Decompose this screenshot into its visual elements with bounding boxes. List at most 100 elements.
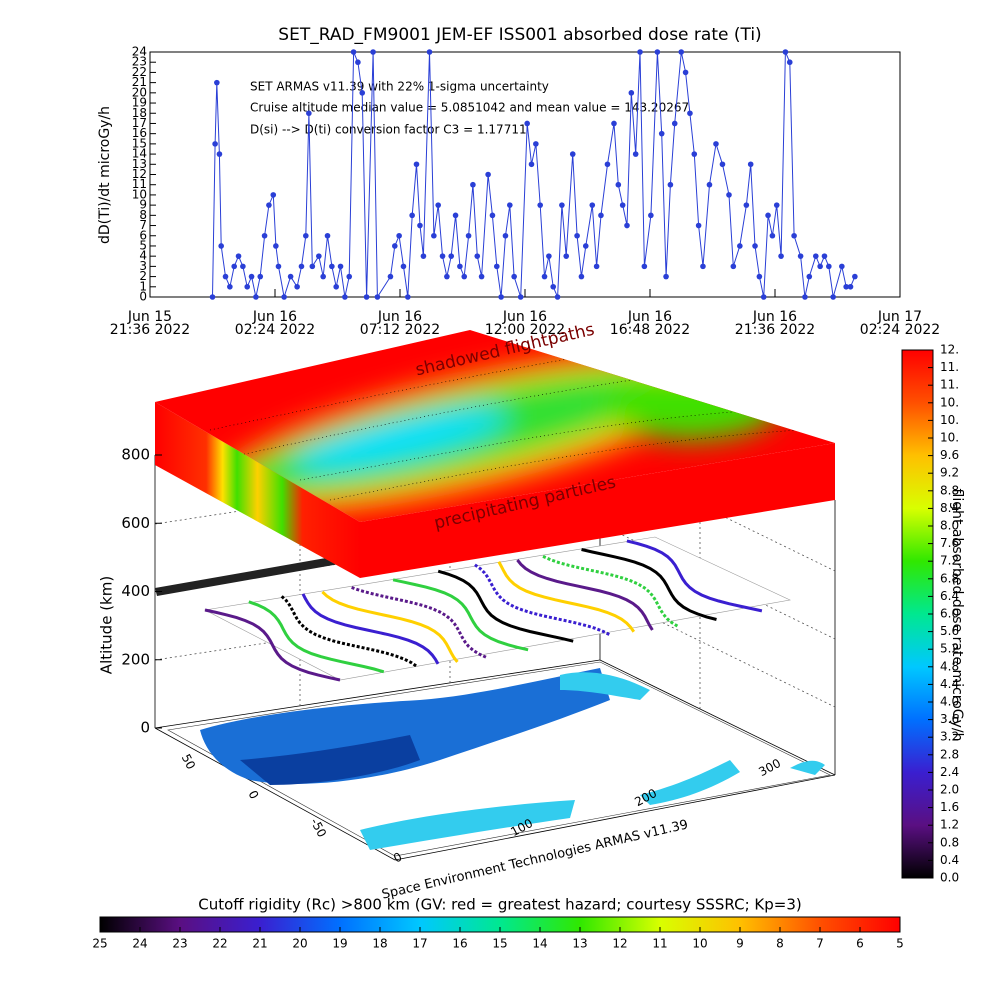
dose-point (658, 130, 665, 137)
colorbar-tick-label: 21 (252, 937, 267, 951)
z-axis-label: Altitude (km) (98, 576, 116, 674)
dose-point (363, 294, 370, 300)
chart-title: SET_RAD_FM9001 JEM-EF ISS001 absorbed do… (278, 25, 761, 45)
y-tick-label: 7 (139, 218, 147, 232)
dose-point (420, 253, 427, 259)
dose-point (405, 294, 411, 300)
x-tick-label: Jun 16 (252, 309, 297, 325)
dose-point (493, 263, 500, 270)
dose-point (275, 263, 282, 270)
y-tick-label: 24 (132, 45, 147, 59)
dose-point (306, 110, 312, 117)
colorbar-tick-label: 4.8 (940, 659, 959, 673)
dose-point (426, 49, 433, 55)
colorbar-tick-label: 23 (172, 937, 187, 951)
dose-point (812, 253, 819, 259)
dose-point (257, 273, 264, 280)
dose-point (222, 273, 229, 280)
colorbar-tick-label: 9.6 (940, 448, 959, 462)
y-tick-label: 20 (132, 85, 147, 99)
colorbar-tick-label: 7.2 (940, 554, 959, 568)
dose-point (342, 294, 348, 300)
dose-point (756, 273, 763, 280)
dose-point (387, 273, 394, 280)
scene (154, 330, 836, 861)
y-tick-label: 0 (139, 290, 147, 304)
colorbar-tick-label: 19 (332, 937, 347, 951)
colorbar-tick-label: 2.0 (940, 783, 959, 797)
colorbar-tick-label: 9 (736, 937, 744, 951)
dose-point (817, 263, 823, 270)
dose-point (435, 202, 441, 208)
y-tick-label: 18 (132, 106, 147, 120)
colorbar-tick-label: 11. (940, 360, 959, 374)
dose-point (671, 120, 678, 127)
orbit-track (204, 608, 341, 682)
dose-point (474, 253, 481, 259)
dose-point (847, 283, 854, 290)
orbit-track (497, 560, 636, 633)
dose-point (244, 283, 251, 290)
dose-point (461, 273, 468, 280)
dose-point (517, 294, 524, 300)
dose-point (396, 232, 402, 239)
colorbar-tick-label: 5.2 (940, 642, 959, 656)
dose-point (287, 273, 294, 280)
dose-point (511, 273, 517, 280)
colorbar-tick-label: 22 (212, 937, 227, 951)
y-tick-label: 2 (139, 269, 147, 283)
dose-point (409, 212, 415, 219)
orbit-track (437, 569, 574, 643)
x-tick-label: Jun 15 (127, 309, 172, 325)
dose-point (370, 49, 376, 55)
dose-point (687, 110, 693, 117)
dose-point (452, 212, 459, 219)
orbit-track (392, 578, 529, 652)
dose-point (261, 232, 268, 239)
dose-point (281, 294, 287, 300)
colorbar-tick-label: 4.0 (940, 695, 959, 709)
dose-point (743, 202, 750, 208)
dose-point (417, 222, 423, 229)
dose-point (637, 49, 643, 55)
dose-point (752, 243, 758, 249)
colorbar-tick-label: 13 (572, 937, 587, 951)
dose-point (632, 151, 639, 157)
y-tick-label: 13 (132, 157, 147, 171)
dose-point (563, 253, 570, 259)
dose-point (218, 243, 224, 249)
colorbar-tick-label: 2.4 (940, 765, 959, 779)
dose-point (537, 202, 543, 208)
orbit-track (626, 539, 763, 613)
colorbar-tick-label: 3.6 (940, 712, 959, 726)
x-tick-label: Jun 16 (502, 309, 547, 325)
dose-point (628, 90, 635, 96)
colorbar-tick-label: 8 (776, 937, 784, 951)
dose-point (747, 161, 754, 168)
y-tick-label: 21 (132, 75, 147, 89)
colorbar-tick-label: 5.6 (940, 624, 959, 638)
dose-point (320, 273, 326, 280)
dose-point (439, 253, 446, 259)
dose-point (569, 151, 576, 157)
colorbar-tick-label: 12 (612, 937, 627, 951)
orbit-track (351, 586, 488, 659)
dose-point (231, 263, 238, 270)
x-tick-label: Jun 17 (877, 309, 922, 325)
dose-point (624, 222, 630, 229)
dose-point (648, 212, 654, 219)
dose-point (400, 263, 407, 270)
x-tick-label: 02:24 2022 (235, 322, 315, 338)
colorbar-tick-label: 0.0 (940, 871, 959, 885)
colorbar-tick-label: 7.6 (940, 536, 959, 550)
colorbar-tick-label: 10 (692, 937, 707, 951)
colorbar-tick-label: 7 (816, 937, 824, 951)
colorbar-tick-label: 17 (412, 937, 427, 951)
dose-point (478, 273, 485, 280)
lat-tick-label: 50 (179, 752, 199, 772)
dose-point (253, 294, 259, 300)
dose-point (550, 283, 557, 290)
y-tick-label: 4 (139, 249, 147, 263)
dose-point (316, 253, 322, 259)
dose-point (713, 141, 719, 147)
